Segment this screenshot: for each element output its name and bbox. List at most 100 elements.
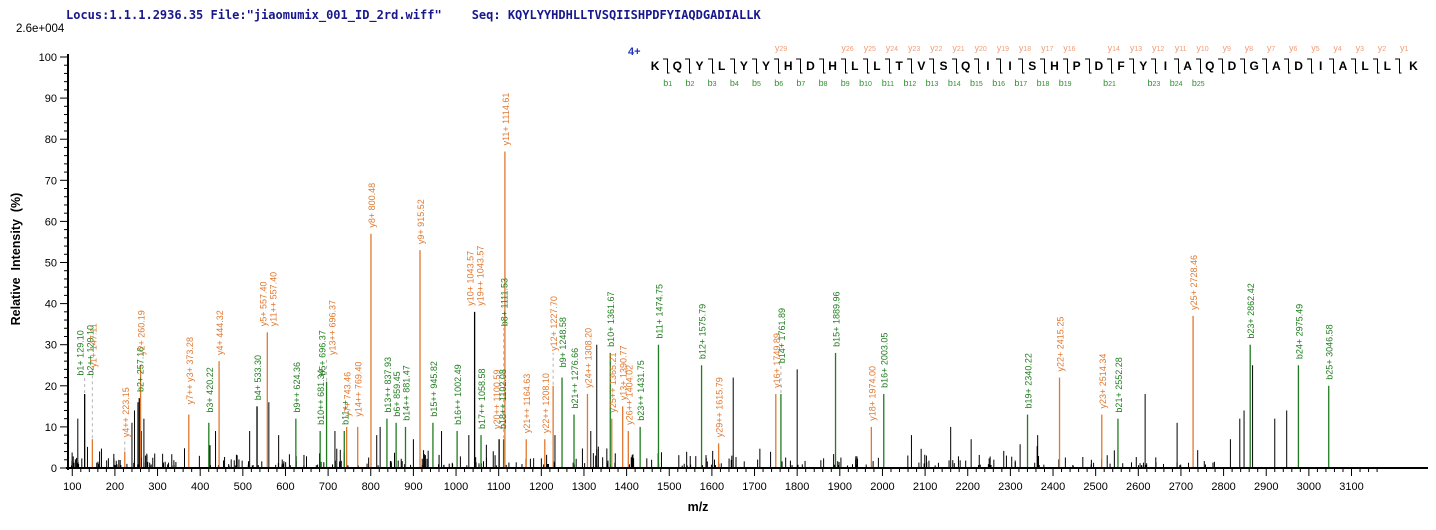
residue-letter: Q xyxy=(672,59,682,73)
y-ion-label: y26 xyxy=(841,43,854,54)
b-ion-label: b7 xyxy=(796,78,806,89)
cleavage-mark-icon xyxy=(1062,58,1070,74)
svg-text:2000: 2000 xyxy=(870,481,894,493)
svg-text:300: 300 xyxy=(148,481,166,493)
peak-label: y8+ 800.48 xyxy=(367,183,377,228)
y-ion-label: y11 xyxy=(1174,43,1187,54)
peak-label: b8+ 1111.53 xyxy=(500,278,510,326)
peak-label: y21++ 1164.63 xyxy=(522,374,532,433)
b-ion-label: b15 xyxy=(970,78,983,89)
peak-label: y13++ 696.37 xyxy=(328,300,338,355)
cleavage-mark-icon xyxy=(774,58,781,74)
y-ion-label: y8 xyxy=(1244,43,1254,54)
cleavage-mark-icon xyxy=(862,58,870,74)
peak-label: y16+ 1749.89 xyxy=(772,333,782,388)
peak-label: b23++ 1431.75 xyxy=(636,360,646,421)
residue-letter: L xyxy=(1383,59,1391,73)
peak-label: b19+ 2340.22 xyxy=(1024,353,1034,408)
residue-letter: A xyxy=(1338,59,1348,73)
y-ion-label: y12 xyxy=(1152,43,1165,54)
peak-label: b16+ 2003.05 xyxy=(880,333,890,388)
svg-text:1900: 1900 xyxy=(828,481,852,493)
peak-label: b5+ 696.37 xyxy=(318,330,328,375)
residue-letter: D xyxy=(1227,59,1237,73)
svg-text:2300: 2300 xyxy=(998,481,1022,493)
cleavage-mark-icon xyxy=(796,58,803,74)
y-ion-label: y22 xyxy=(930,43,943,54)
peak-label: y5+ 557.40 xyxy=(258,281,268,326)
residue-letter: L xyxy=(717,59,726,73)
peak-label: b1+ 129.10 xyxy=(76,330,86,375)
b-ion-label: b1 xyxy=(663,78,673,89)
y-ion-label: y21 xyxy=(952,43,965,54)
peak-label: b11+ 1474.75 xyxy=(654,284,664,339)
peak-label: b10+ 1361.67 xyxy=(606,291,616,346)
svg-text:1500: 1500 xyxy=(657,481,681,493)
svg-text:90: 90 xyxy=(45,93,57,105)
y-ion-label: y10 xyxy=(1196,43,1209,54)
b-ion-label: b5 xyxy=(752,78,761,89)
peak-label: b16++ 1002.49 xyxy=(453,364,463,425)
svg-text:50: 50 xyxy=(45,258,57,270)
svg-text:400: 400 xyxy=(191,481,209,493)
cleavage-mark-icon xyxy=(1373,58,1380,74)
svg-text:2200: 2200 xyxy=(955,481,979,493)
residue-letter: I xyxy=(1008,59,1012,73)
peak-label: b6+ 859.45 xyxy=(392,371,402,416)
peak-label: y26++ 1404.02 xyxy=(624,365,634,425)
svg-text:2900: 2900 xyxy=(1254,481,1278,493)
peak-label: b14++ 881.47 xyxy=(401,365,411,421)
cleavage-mark-icon xyxy=(1018,58,1025,74)
cleavage-mark-icon xyxy=(1328,58,1336,74)
y-ion-label: y19 xyxy=(996,43,1009,54)
peak-label: y24++ 1308.20 xyxy=(583,328,593,388)
svg-text:2400: 2400 xyxy=(1041,481,1065,493)
y-ion-label: y25 xyxy=(863,43,876,54)
peak-label: b17++ 1058.58 xyxy=(477,368,487,429)
peak-label: y7++ y3+ 373.28 xyxy=(185,337,195,404)
svg-text:1800: 1800 xyxy=(785,481,809,493)
cleavage-mark-icon xyxy=(1173,58,1180,74)
svg-text:1200: 1200 xyxy=(529,481,553,493)
peak-label: y11+ 1114.61 xyxy=(501,93,511,146)
b-ion-label: b12 xyxy=(903,78,917,89)
peak-label: y20++ 1100.59 xyxy=(492,370,502,429)
svg-text:200: 200 xyxy=(106,481,124,493)
residue-letter: Y xyxy=(762,59,771,73)
peak-label: y29++ 1615.79 xyxy=(715,377,725,437)
cleavage-mark-icon xyxy=(996,58,1003,74)
peak-label: b25+ 3046.58 xyxy=(1325,324,1335,379)
peak-label: y4++ 223.15 xyxy=(121,387,131,437)
noise-peaks xyxy=(70,444,1215,467)
peak-label: y2+ 260.19 xyxy=(137,310,147,355)
svg-text:1000: 1000 xyxy=(444,481,468,493)
residue-letter: S xyxy=(939,59,948,73)
peak-label: y12+ 1227.70 xyxy=(549,296,559,351)
x-axis-title: m/z xyxy=(687,500,709,514)
svg-text:80: 80 xyxy=(45,134,57,146)
peak-label: b15+ 1889.96 xyxy=(832,291,842,346)
cleavage-mark-icon xyxy=(1106,58,1114,74)
y-ion-label: y6 xyxy=(1289,43,1298,54)
svg-text:1400: 1400 xyxy=(614,481,638,493)
cleavage-mark-icon xyxy=(1395,58,1402,74)
y-ion-label: y17 xyxy=(1041,43,1054,54)
svg-text:100: 100 xyxy=(63,481,81,493)
svg-text:3000: 3000 xyxy=(1297,481,1321,493)
y-axis-ticks: 0 10 20 30 40 50 60 70 80 90 100 xyxy=(39,52,68,475)
residue-letter: D xyxy=(1094,59,1104,73)
b-ion-label: b23 xyxy=(1147,78,1161,89)
residue-letter: I xyxy=(986,59,990,73)
